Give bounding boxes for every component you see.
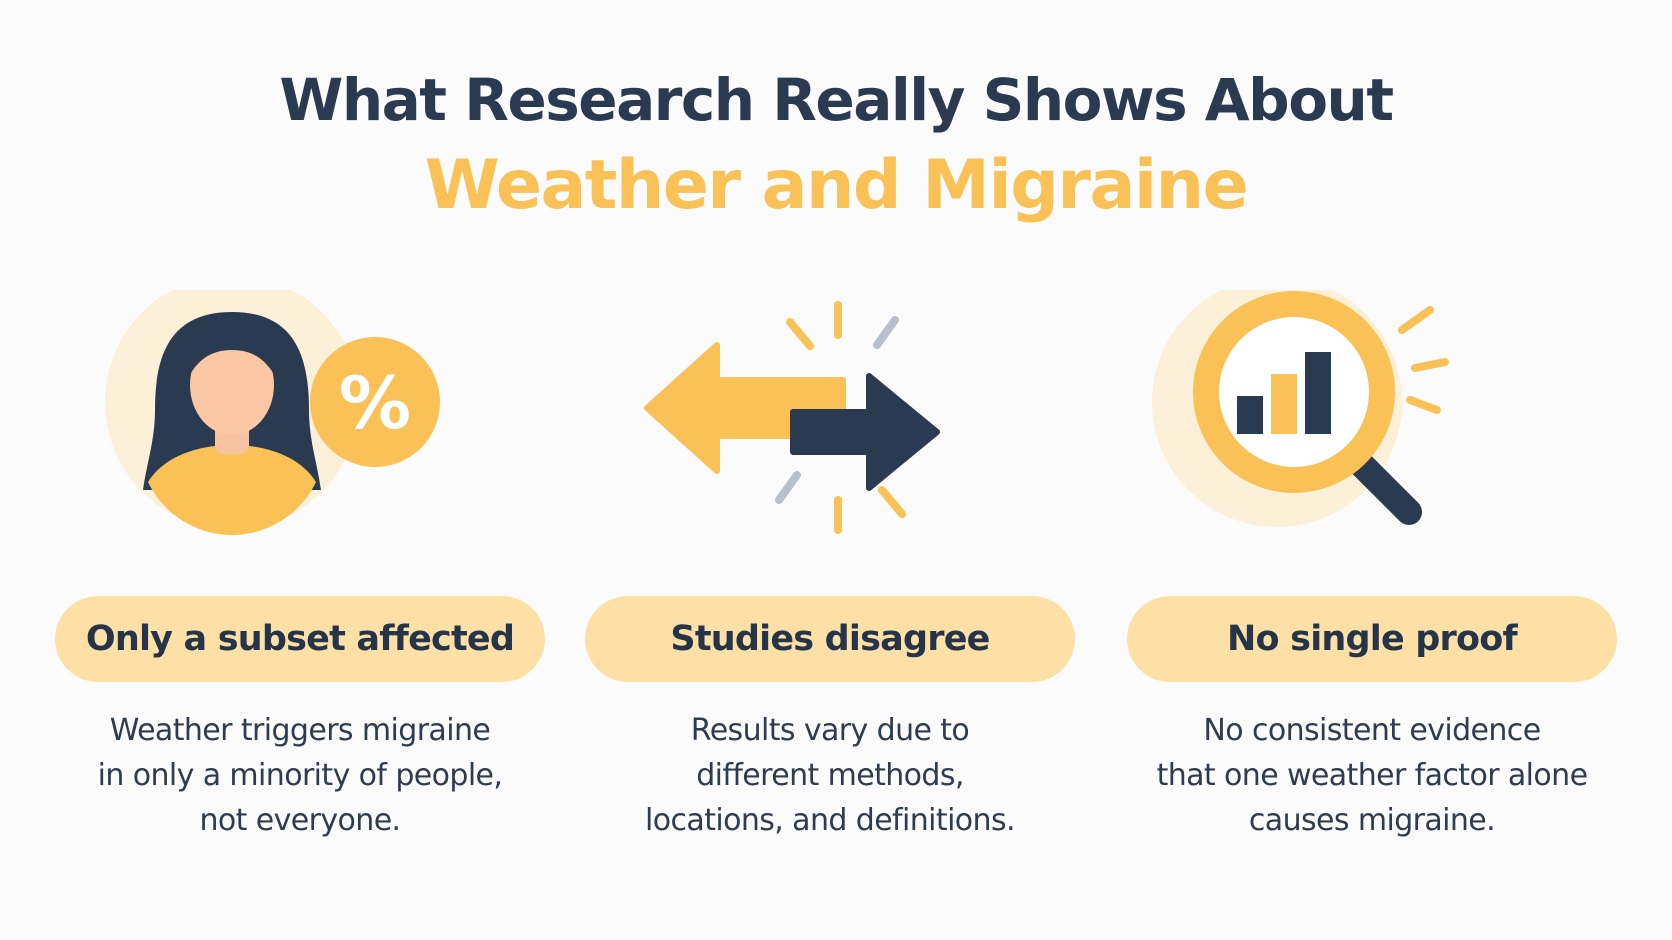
- card-description: Weather triggers migraine in only a mino…: [55, 708, 545, 843]
- pill-label: No single proof: [1227, 619, 1518, 659]
- description-line: locations, and definitions.: [645, 803, 1015, 838]
- pill-studies-disagree: Studies disagree: [585, 596, 1075, 682]
- card-studies-disagree: Studies disagree Results vary due to dif…: [585, 290, 1075, 838]
- percent-badge: %: [339, 361, 411, 445]
- card-no-single-proof: No single proof No consistent evidence t…: [1127, 290, 1617, 838]
- person-percent-icon: %: [55, 290, 545, 560]
- title-line-1: What Research Really Shows About: [279, 66, 1394, 134]
- description-line: that one weather factor alone: [1156, 758, 1588, 793]
- pill-label: Studies disagree: [670, 619, 990, 659]
- card-description: No consistent evidence that one weather …: [1127, 708, 1617, 843]
- card-subset-affected: % Only a subset affected Weather trigger…: [55, 290, 545, 838]
- description-line: causes migraine.: [1248, 803, 1496, 838]
- title-line-2: Weather and Migraine: [424, 146, 1249, 225]
- description-line: Results vary due to: [690, 713, 970, 748]
- pill-subset-affected: Only a subset affected: [55, 596, 545, 682]
- description-line: different methods,: [696, 758, 964, 793]
- magnifier-chart-icon: [1127, 290, 1617, 560]
- card-description: Results vary due to different methods, l…: [585, 708, 1075, 843]
- pill-label: Only a subset affected: [85, 619, 515, 659]
- opposing-arrows-icon: [585, 290, 1075, 560]
- description-line: No consistent evidence: [1203, 713, 1541, 748]
- description-line: Weather triggers migraine: [109, 713, 491, 748]
- description-line: in only a minority of people,: [97, 758, 503, 793]
- pill-no-single-proof: No single proof: [1127, 596, 1617, 682]
- description-line: not everyone.: [199, 803, 402, 838]
- page-title: What Research Really Shows About Weather…: [0, 60, 1672, 232]
